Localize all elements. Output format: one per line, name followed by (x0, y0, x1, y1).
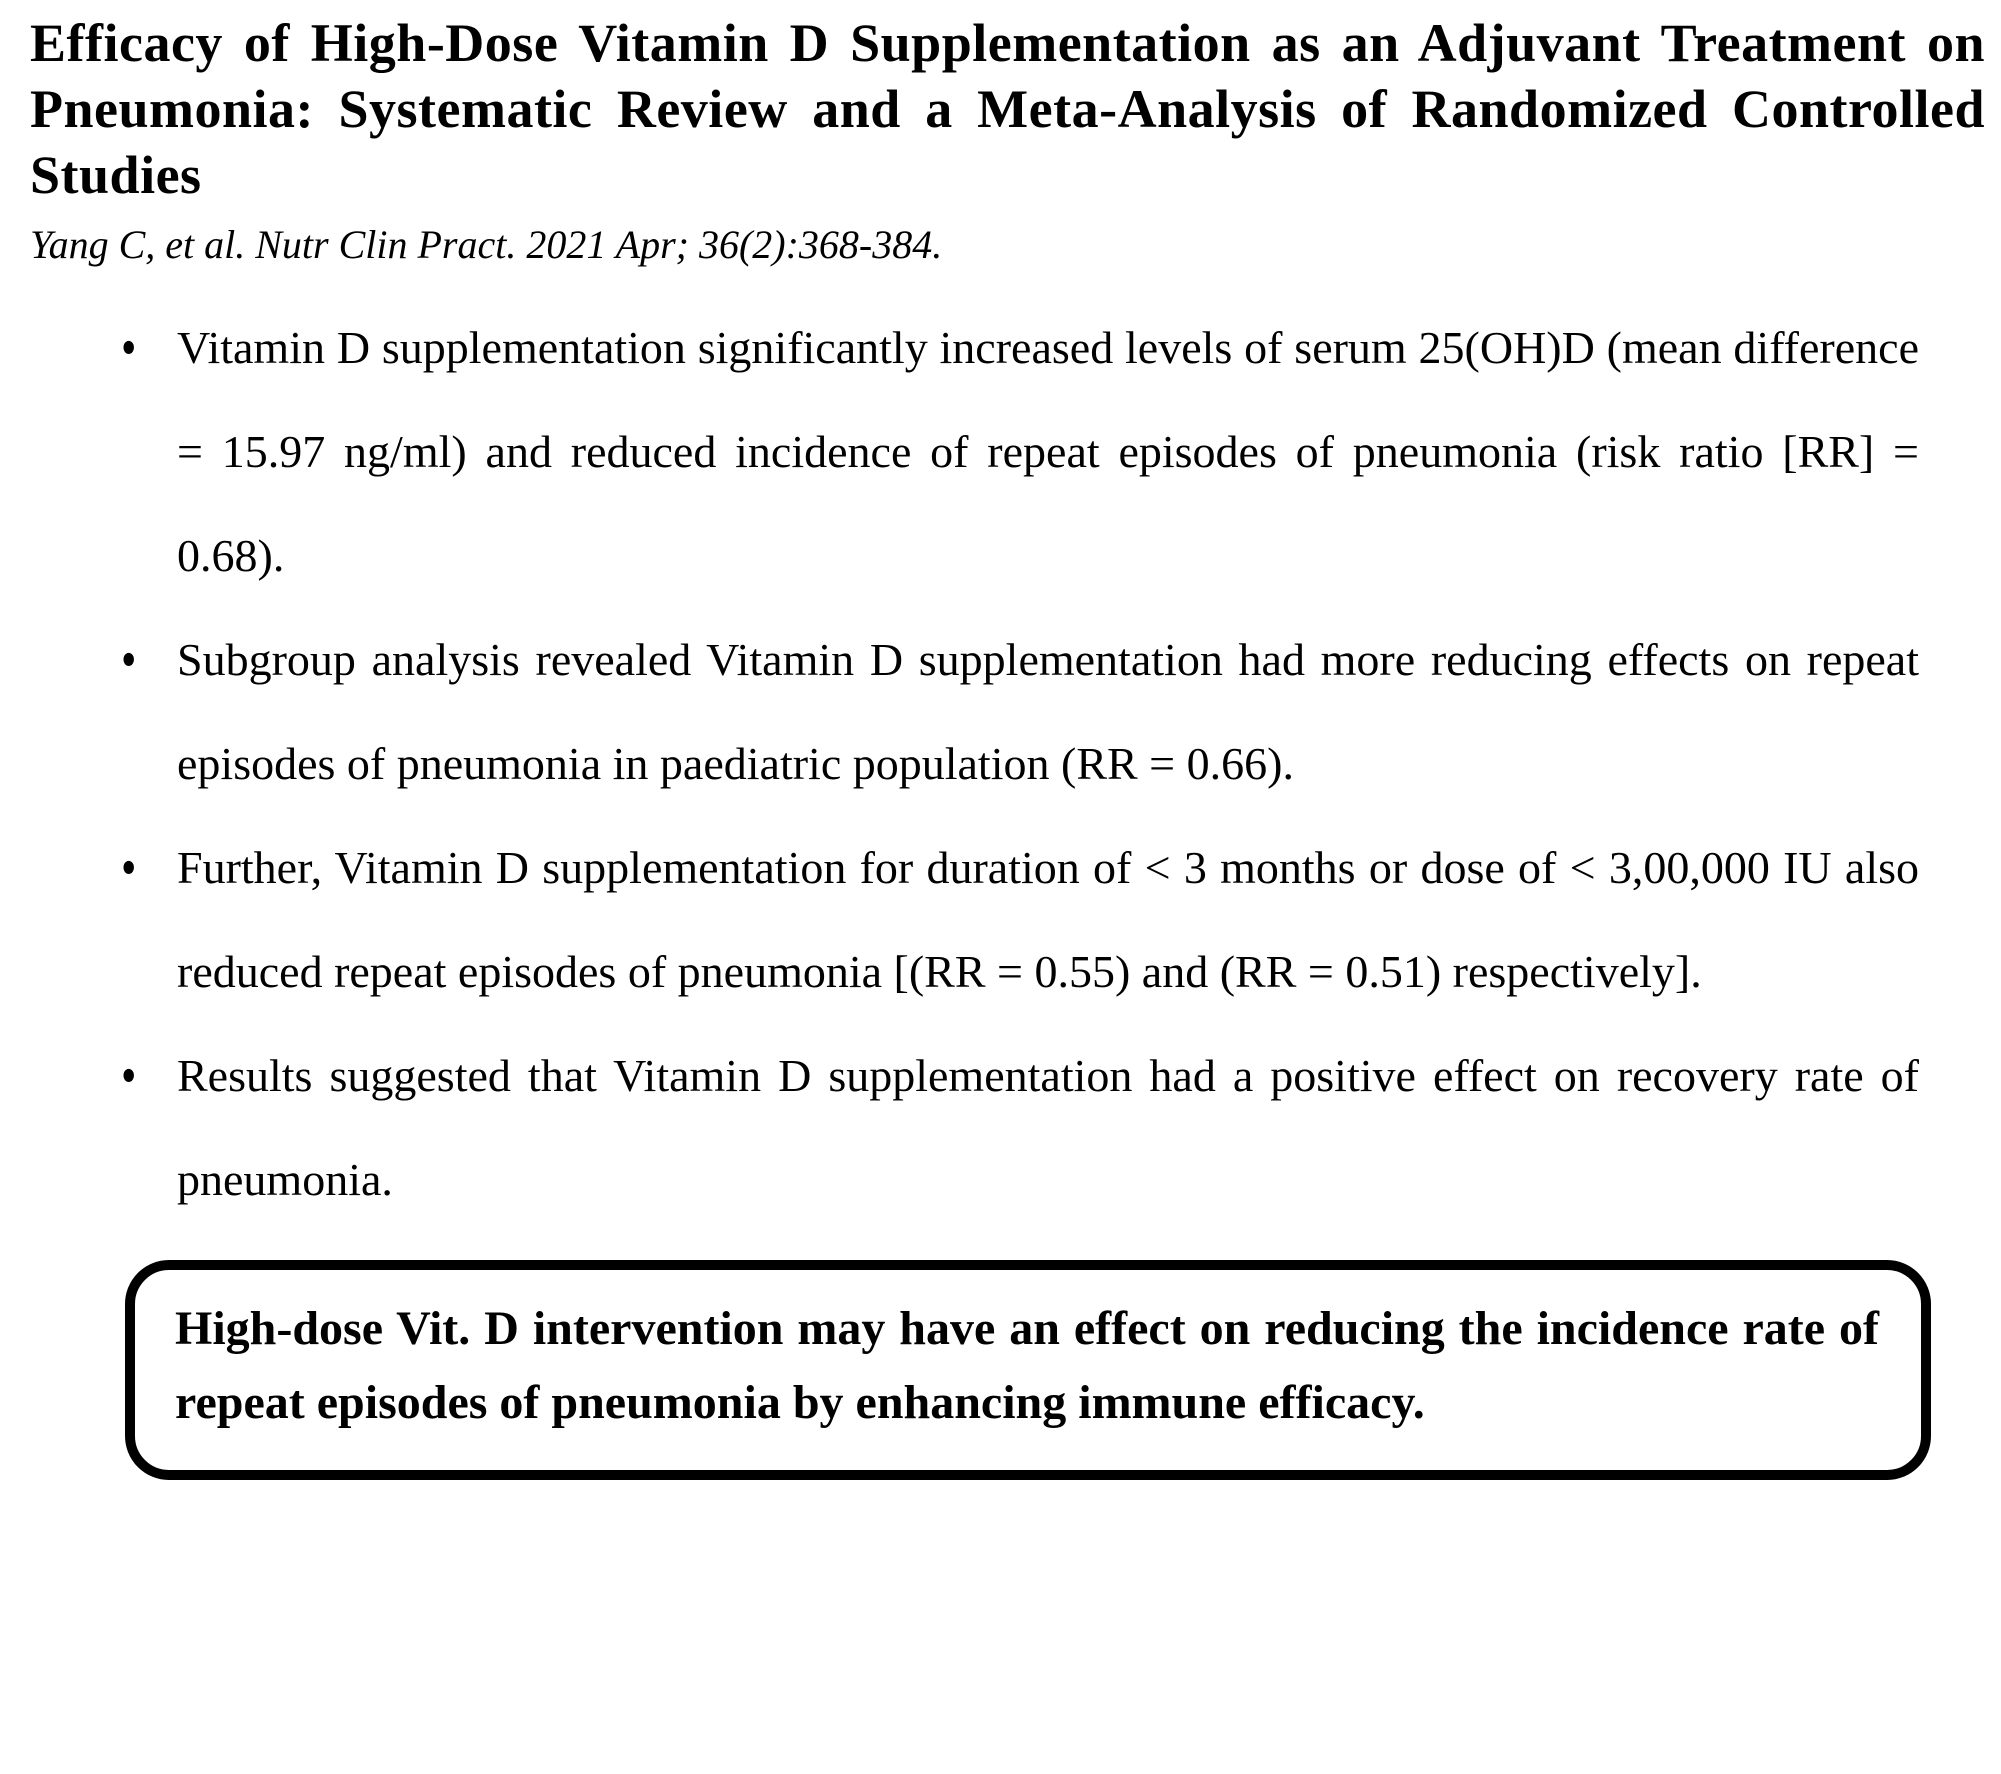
list-item: • Subgroup analysis revealed Vitamin D s… (95, 608, 1919, 816)
list-item: • Vitamin D supplementation significantl… (95, 296, 1919, 608)
bullet-text: Subgroup analysis revealed Vitamin D sup… (177, 634, 1919, 789)
citation-line: Yang C, et al. Nutr Clin Pract. 2021 Apr… (30, 222, 943, 267)
bullet-icon: • (121, 836, 137, 898)
list-item: • Further, Vitamin D supplementation for… (95, 816, 1919, 1024)
bullet-list: • Vitamin D supplementation significantl… (95, 296, 1919, 1232)
bullet-icon: • (121, 628, 137, 690)
bullet-text: Vitamin D supplementation significantly … (177, 322, 1919, 581)
bullet-text: Further, Vitamin D supplementation for d… (177, 842, 1919, 997)
page-title: Efficacy of High-Dose Vitamin D Suppleme… (30, 13, 1985, 205)
bullet-icon: • (121, 1044, 137, 1106)
summary-box: High-dose Vit. D intervention may have a… (125, 1260, 1931, 1480)
summary-text: High-dose Vit. D intervention may have a… (175, 1302, 1879, 1429)
bullet-text: Results suggested that Vitamin D supplem… (177, 1050, 1919, 1205)
list-item: • Results suggested that Vitamin D suppl… (95, 1024, 1919, 1232)
bullet-icon: • (121, 316, 137, 378)
